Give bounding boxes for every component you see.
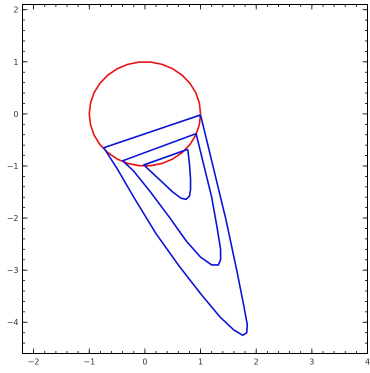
- x-tick-label: −2: [28, 358, 40, 367]
- series-layer: [88, 61, 249, 337]
- series-3-line: [121, 132, 222, 266]
- y-tick-label: −4: [7, 318, 19, 327]
- x-tick-label: 2: [254, 358, 259, 367]
- y-tick-label: −1: [7, 162, 19, 171]
- series-4-line: [143, 148, 192, 201]
- x-tick-label: 3: [309, 358, 314, 367]
- x-tick-label: 4: [365, 358, 370, 367]
- minor-ticks: [22, 4, 368, 354]
- y-tick-label: 2: [13, 6, 18, 15]
- y-tick-label: −2: [7, 214, 19, 223]
- y-tick-label: 1: [13, 58, 18, 67]
- y-tick-label: −3: [7, 266, 19, 275]
- plot-frame: [22, 4, 368, 354]
- y-tick-label: 0: [13, 110, 18, 119]
- x-tick-label: −1: [83, 358, 95, 367]
- x-tick-label: 1: [198, 358, 203, 367]
- series-1-line: [88, 61, 202, 167]
- series-2-line: [102, 114, 249, 337]
- x-tick-label: 0: [142, 358, 147, 367]
- tick-labels: −2 −1 0 1 2 3 4 2 1 0 −1 −2 −3 −4: [7, 6, 370, 367]
- major-ticks: [22, 4, 368, 354]
